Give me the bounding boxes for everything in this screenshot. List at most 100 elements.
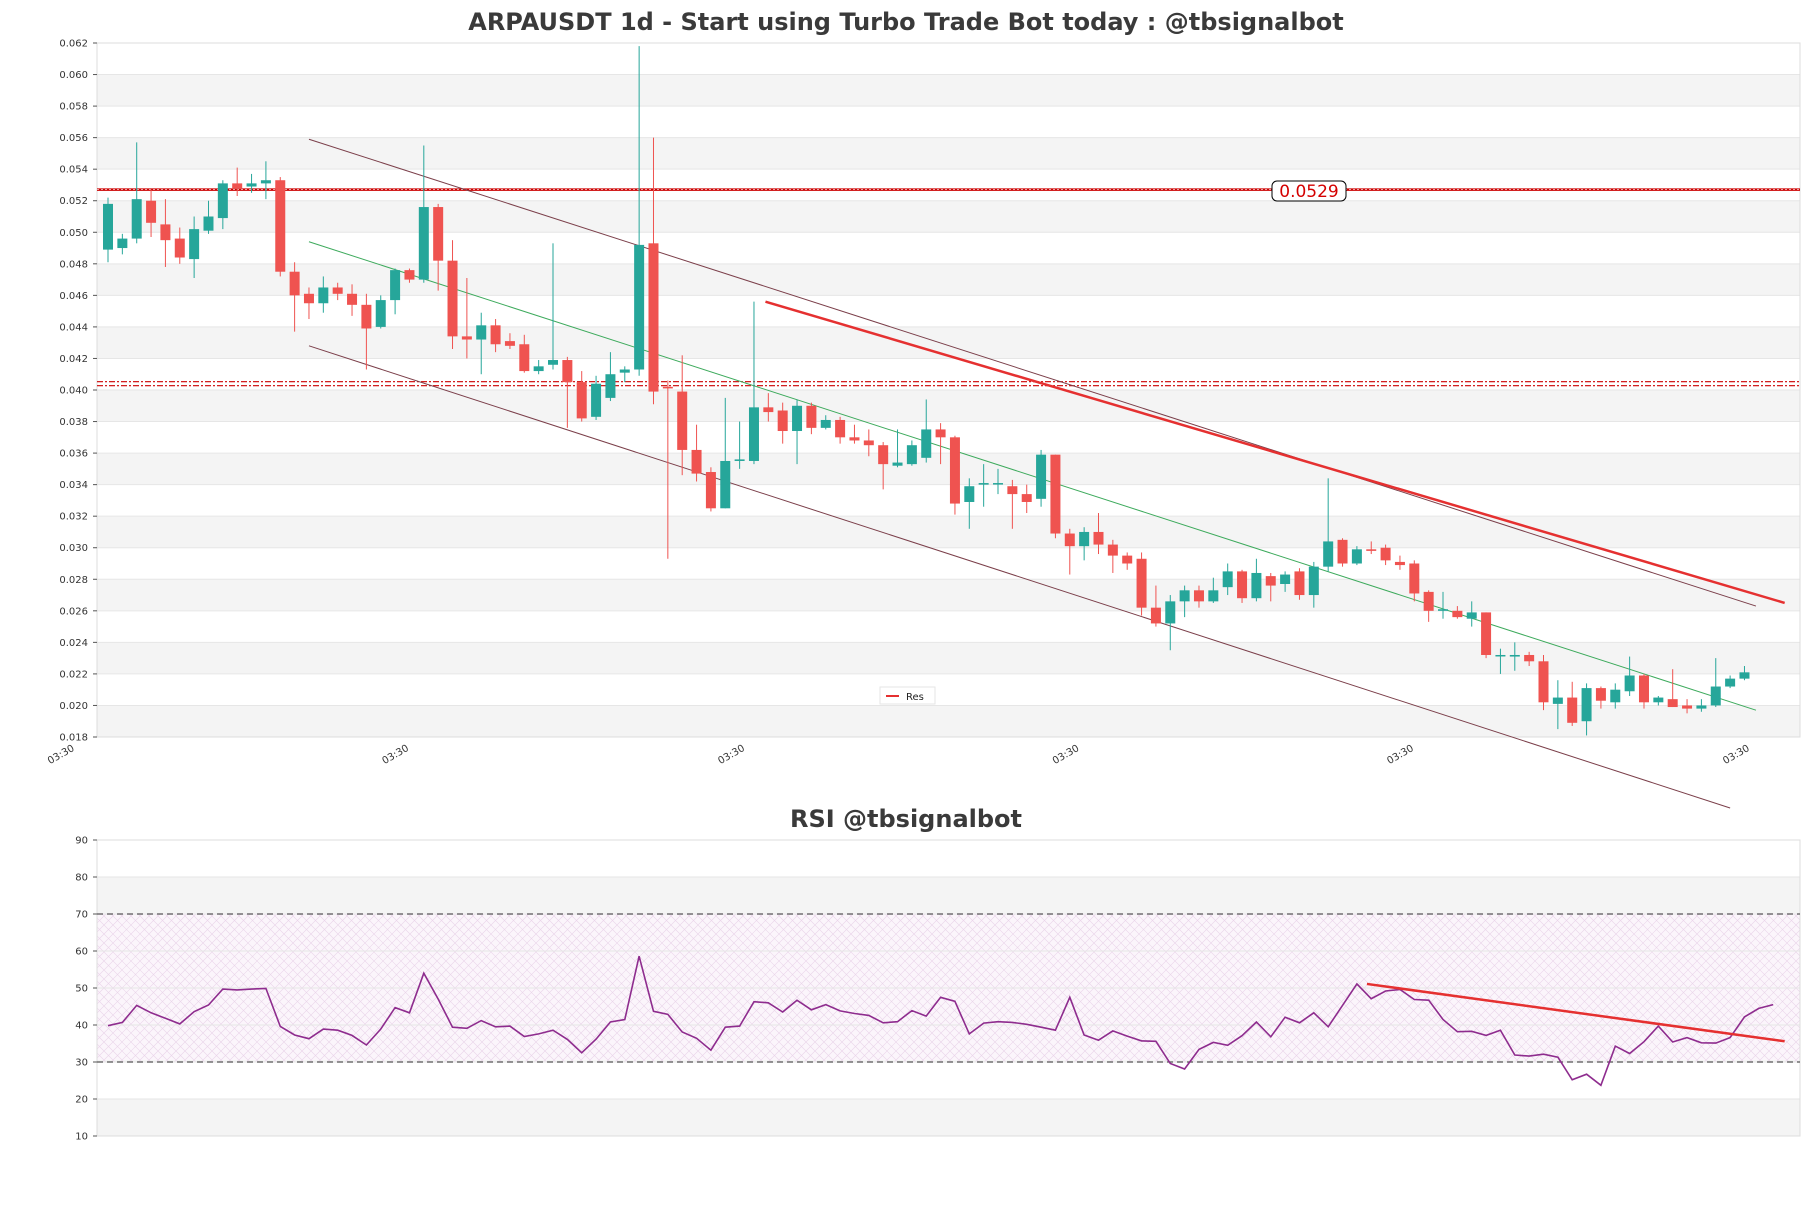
price-grid-band [97, 326, 1800, 359]
candle-body [921, 429, 932, 458]
rsi-hatch-line [96, 913, 179, 996]
rsi-chart-title: RSI @tbsignalbot [790, 805, 1022, 833]
rsi-hatch-line [96, 935, 224, 1063]
candle-body [591, 383, 602, 417]
rsi-hatch-line [96, 913, 116, 933]
rsi-hatch-line [96, 913, 107, 924]
candle-body [734, 459, 745, 461]
candle-body [289, 271, 300, 296]
price-y-tick-label: 0.052 [59, 196, 88, 207]
candle-body [1409, 563, 1420, 594]
candle-body [1725, 678, 1736, 687]
rsi-y-tick-label: 30 [75, 1058, 88, 1069]
channel-line-mid [308, 241, 1757, 711]
candle-body [720, 460, 731, 509]
candle-body [1595, 688, 1606, 701]
rsi-y-ticks: 10 20 30 40 50 60 70 80 90 [75, 836, 97, 1143]
candle-body [1265, 576, 1276, 586]
price-panel: ARPAUSDT 1d - Start using Turbo Trade Bo… [46, 8, 1801, 809]
rsi-hatch-line [96, 998, 161, 1063]
candle-body [806, 405, 817, 428]
rsi-hatch-line [96, 913, 233, 1050]
price-level-label-box [1271, 180, 1347, 202]
price-x-tick-label: 03:30 [1721, 743, 1751, 767]
candle-body [1481, 612, 1492, 655]
candle-body [993, 483, 1004, 485]
candle-body [203, 216, 214, 231]
candle-body [935, 429, 946, 438]
price-x-ticks: 03:30 03:30 03:30 03:30 03:30 03:30 [46, 743, 1752, 767]
rsi-hatch-line [1739, 913, 1801, 975]
candle-body [1538, 661, 1549, 703]
candle-body [418, 207, 429, 280]
candle-body [662, 386, 673, 389]
candle-body [1079, 531, 1090, 547]
candle-body [461, 336, 472, 340]
price-y-tick-label: 0.042 [59, 354, 88, 365]
candle-body [1021, 494, 1032, 502]
candle-body [103, 203, 113, 250]
candle-body [1237, 571, 1248, 599]
rsi-hatch-line [1793, 913, 1801, 921]
rsi-hatch-line [1766, 1028, 1801, 1063]
rsi-hatch-line [96, 1007, 152, 1063]
channel-line-lower [308, 345, 1731, 809]
candle-body [303, 293, 314, 304]
candle-body [777, 410, 788, 432]
price-grid-band [97, 390, 1800, 422]
rsi-hatch-line [96, 962, 197, 1063]
candle-body [1165, 601, 1176, 624]
rsi-hatch-line [1721, 983, 1801, 1063]
price-channel-lines [308, 138, 1757, 809]
candle-body [562, 360, 573, 383]
rsi-hatch-line [96, 913, 134, 951]
rsi-grid-band [97, 877, 1800, 914]
rsi-hatch-line [96, 1052, 107, 1063]
candle-body [576, 382, 587, 419]
candle-body [318, 287, 329, 304]
candle-body [1682, 705, 1693, 709]
legend-label-res: Res [906, 692, 924, 703]
candle-body [619, 369, 630, 373]
candle-body [1093, 531, 1104, 545]
candle-body [1323, 541, 1334, 567]
candle-body [1423, 591, 1434, 611]
rsi-panel: RSI @tbsignalbot 10 20 30 40 50 60 70 80 90 [75, 805, 1801, 1143]
candle-body [892, 462, 903, 466]
rsi-hatch-line [96, 1034, 125, 1063]
rsi-hatch-line [96, 913, 215, 1032]
candle-body [634, 244, 645, 370]
candle-body [260, 180, 271, 184]
price-y-tick-label: 0.030 [59, 543, 88, 554]
price-y-tick-label: 0.024 [59, 638, 88, 649]
candle-body [1739, 672, 1750, 679]
price-y-tick-label: 0.018 [59, 733, 88, 744]
candle-body [1581, 688, 1592, 722]
candle-body [131, 199, 142, 239]
rsi-y-tick-label: 50 [75, 984, 88, 995]
candle-body [1509, 654, 1520, 657]
candle-body [1036, 454, 1047, 499]
rsi-hatch-line [1712, 974, 1801, 1063]
price-grid-band [97, 516, 1800, 548]
legend: Res [879, 686, 936, 705]
candle-body [820, 419, 831, 428]
rsi-y-tick-label: 20 [75, 1095, 88, 1106]
rsi-y-tick-label: 80 [75, 873, 88, 884]
candle-body [1007, 486, 1018, 495]
rsi-hatch-line [1784, 913, 1801, 930]
candle-body [1351, 549, 1362, 564]
candle-body [146, 200, 157, 223]
price-grid-band [97, 453, 1800, 485]
candle-body [1610, 689, 1621, 703]
rsi-hatch-line [1775, 913, 1801, 939]
rsi-hatch-line [96, 989, 170, 1063]
rsi-hatch-line [1658, 913, 1801, 1056]
rsi-hatch-line [96, 913, 206, 1023]
candle-body [504, 341, 515, 346]
price-y-tick-label: 0.028 [59, 575, 88, 586]
price-y-tick-label: 0.056 [59, 133, 88, 144]
price-y-tick-label: 0.060 [59, 70, 88, 81]
candle-body [375, 300, 386, 327]
price-y-tick-label: 0.026 [59, 606, 88, 617]
